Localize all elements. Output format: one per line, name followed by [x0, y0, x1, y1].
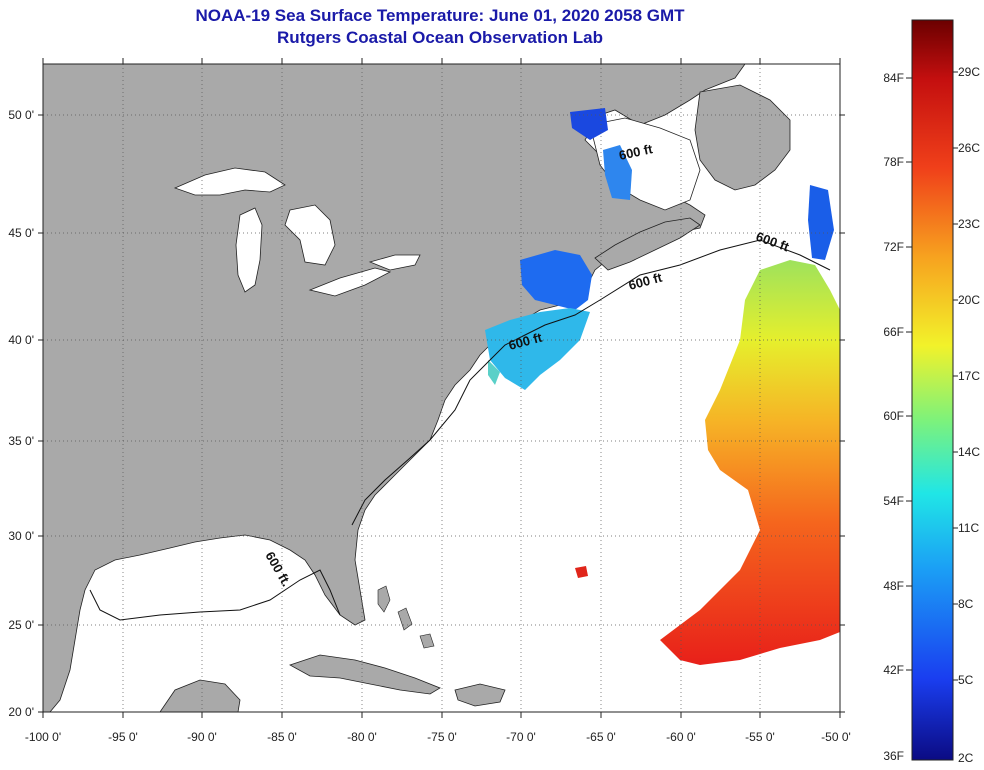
lat-tick-label: 20 0': [8, 705, 34, 719]
chart-title: NOAA-19 Sea Surface Temperature: June 01…: [195, 6, 685, 25]
lat-tick-label: 45 0': [8, 226, 34, 240]
land-cuba: [289, 654, 441, 695]
colorbar-f-label: 72F: [883, 240, 904, 254]
colorbar-c-label: 23C: [958, 217, 980, 231]
depth-contour-600ft: [89, 239, 831, 621]
sst-patch-georges: [485, 308, 590, 390]
sst-patch-cold-north: [808, 185, 834, 260]
land-yucatan: [159, 679, 241, 712]
lat-tick-label: 30 0': [8, 529, 34, 543]
lon-tick-label: -70 0': [506, 730, 536, 744]
lon-tick-label: -60 0': [666, 730, 696, 744]
contour-label: 600 ft: [618, 141, 655, 163]
lon-tick-label: -90 0': [187, 730, 217, 744]
chart-subtitle: Rutgers Coastal Ocean Observation Lab: [277, 28, 603, 47]
graticule: [43, 64, 840, 712]
lat-tick-label: 40 0': [8, 333, 34, 347]
sst-patch-gulf-maine: [520, 250, 592, 310]
colorbar-c-label: 29C: [958, 65, 980, 79]
colorbar-f-label: 66F: [883, 325, 904, 339]
colorbar-c-label: 8C: [958, 597, 974, 611]
colorbar-ticks: [906, 71, 958, 681]
colorbar-f-label: 42F: [883, 663, 904, 677]
colorbar: [911, 19, 954, 761]
land-hispaniola: [454, 683, 506, 707]
sst-overlay: [485, 108, 840, 665]
sst-patch-cape-breton: [603, 145, 632, 200]
lake-michigan: [235, 207, 263, 293]
lon-tick-label: -85 0': [267, 730, 297, 744]
land-bahamas: [377, 585, 435, 649]
colorbar-c-label: 14C: [958, 445, 980, 459]
lon-tick-label: -55 0': [745, 730, 775, 744]
colorbar-f-label: 54F: [883, 494, 904, 508]
lon-tick-label: -95 0': [108, 730, 138, 744]
lat-tick-label: 50 0': [8, 108, 34, 122]
lon-tick-label: -50 0': [821, 730, 851, 744]
colorbar-c-label: 5C: [958, 673, 974, 687]
axis-ticks: [38, 58, 845, 718]
lat-tick-label: 25 0': [8, 618, 34, 632]
sst-patch-shelf-south: [488, 360, 500, 385]
lon-tick-label: -80 0': [347, 730, 377, 744]
sst-patch-gulf-st-lawrence: [570, 108, 608, 140]
colorbar-c-label: 20C: [958, 293, 980, 307]
lon-tick-label: -65 0': [586, 730, 616, 744]
lake-huron: [284, 204, 336, 266]
colorbar-c-label: 2C: [958, 751, 974, 765]
lake-erie: [308, 267, 392, 297]
sst-patch-warm-spot: [575, 566, 588, 578]
colorbar-f-label: 36F: [883, 749, 904, 763]
lon-tick-label: -100 0': [25, 730, 61, 744]
colorbar-f-label: 78F: [883, 155, 904, 169]
lake-superior: [173, 167, 286, 196]
colorbar-c-label: 17C: [958, 369, 980, 383]
colorbar-f-label: 48F: [883, 579, 904, 593]
colorbar-f-label: 84F: [883, 71, 904, 85]
land-newfoundland: [694, 84, 791, 191]
land-nova-scotia: [594, 217, 701, 271]
colorbar-f-label: 60F: [883, 409, 904, 423]
lake-ontario: [368, 254, 421, 271]
colorbar-c-label: 11C: [958, 521, 979, 535]
lat-tick-label: 35 0': [8, 434, 34, 448]
colorbar-c-label: 26C: [958, 141, 980, 155]
lon-tick-label: -75 0': [427, 730, 457, 744]
sst-patch-open-ocean: [660, 260, 840, 665]
